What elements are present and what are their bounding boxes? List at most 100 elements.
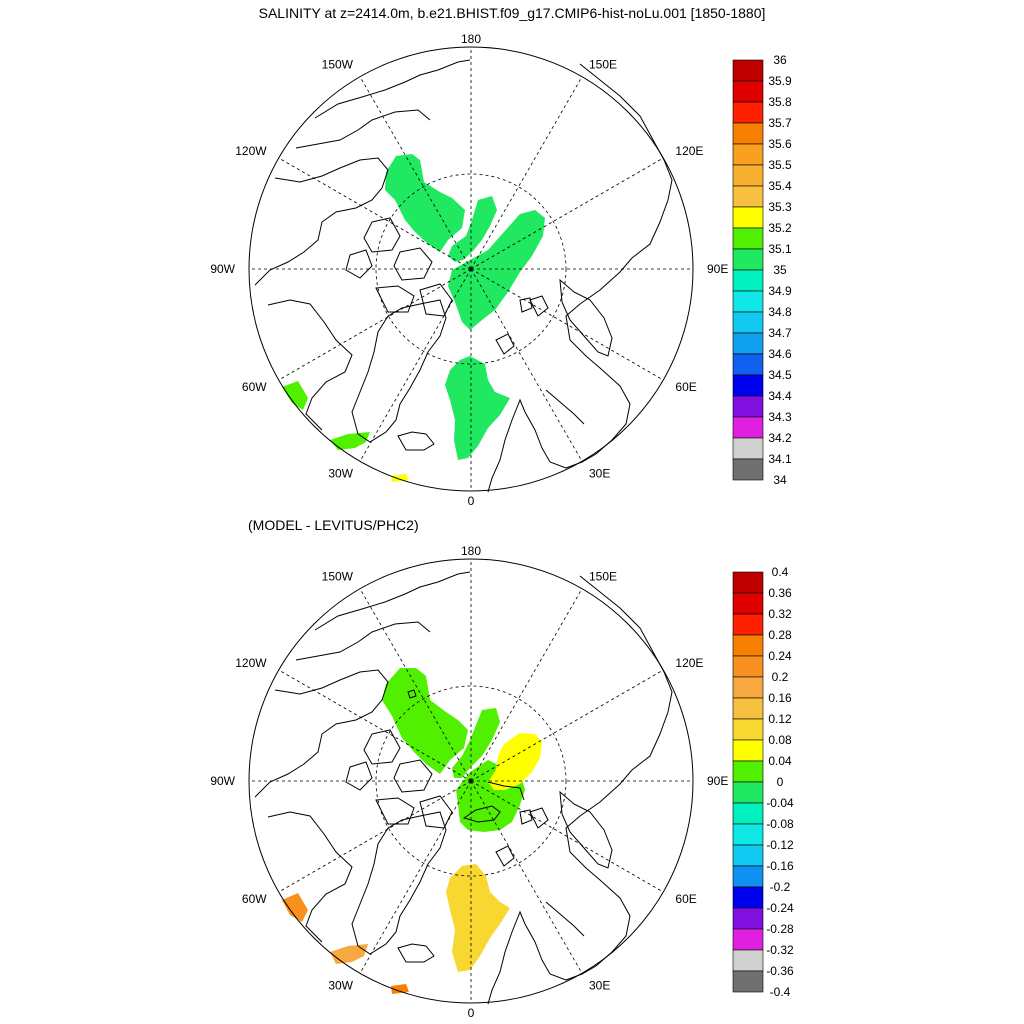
colorbar-tick-label: -0.08 bbox=[766, 817, 794, 831]
colorbar-tick-label: -0.36 bbox=[766, 964, 794, 978]
colorbar-tick-label: 0.04 bbox=[768, 754, 792, 768]
colorbar-swatch bbox=[732, 353, 764, 376]
colorbar-tick-label: 0.16 bbox=[768, 691, 792, 705]
longitude-label: 0 bbox=[468, 1006, 475, 1020]
map-frame bbox=[248, 558, 694, 1004]
colorbar-swatch bbox=[732, 844, 764, 867]
meridian-line bbox=[278, 157, 472, 270]
colorbar-swatch bbox=[732, 227, 764, 250]
colorbar-swatch bbox=[732, 332, 764, 355]
colorbar-swatch bbox=[732, 59, 764, 82]
colorbar-tick-label: 0.28 bbox=[768, 628, 792, 642]
colorbar-swatch bbox=[732, 101, 764, 124]
north-america-coastline bbox=[254, 571, 471, 943]
longitude-label: 120E bbox=[675, 656, 703, 670]
colorbar-tick-label: 34.4 bbox=[768, 389, 792, 403]
north-america-coastline bbox=[254, 59, 471, 431]
colorbar-tick-label: -0.24 bbox=[766, 901, 794, 915]
meridian-line bbox=[470, 780, 664, 893]
norwegian-south-region bbox=[391, 474, 409, 482]
difference-map-panel: (MODEL - LEVITUS/PHC2) bbox=[210, 517, 794, 1020]
meridian-line bbox=[470, 669, 664, 782]
colorbar-swatch bbox=[732, 760, 764, 783]
longitude-label: 90E bbox=[707, 262, 728, 276]
greenland-coastline bbox=[351, 299, 447, 443]
colorbar-tick-label: 35.9 bbox=[768, 74, 792, 88]
colorbar-tick-label: -0.32 bbox=[766, 943, 794, 957]
longitude-label: 150E bbox=[589, 570, 617, 584]
colorbar-swatch bbox=[732, 676, 764, 699]
colorbar-tick-label: 35.2 bbox=[768, 221, 792, 235]
map-frame bbox=[248, 46, 694, 492]
colorbar-tick-label: 0.08 bbox=[768, 733, 792, 747]
figure-title: SALINITY at z=2414.0m, b.e21.BHIST.f09_g… bbox=[259, 5, 766, 21]
colorbar-swatch bbox=[732, 164, 764, 187]
colorbar-swatch bbox=[732, 374, 764, 397]
meridian-lines bbox=[249, 559, 693, 1003]
colorbar-tick-label: 0.4 bbox=[772, 565, 789, 579]
meridian-line bbox=[470, 268, 664, 381]
colorbar-swatch bbox=[732, 928, 764, 951]
longitude-label: 30E bbox=[589, 978, 610, 992]
colorbar-swatch bbox=[732, 886, 764, 909]
irminger-region bbox=[330, 432, 370, 450]
labrador-region bbox=[282, 381, 308, 410]
colorbar-swatch bbox=[732, 143, 764, 166]
colorbar-tick-label: 34 bbox=[773, 473, 787, 487]
colorbar-swatch bbox=[732, 80, 764, 103]
colorbar-tick-label: 34.6 bbox=[768, 347, 792, 361]
colorbar-tick-label: 35.3 bbox=[768, 200, 792, 214]
longitude-label: 60W bbox=[242, 380, 267, 394]
colorbar-swatch bbox=[732, 437, 764, 460]
longitude-label: 180 bbox=[461, 544, 481, 558]
colorbar-tick-label: -0.04 bbox=[766, 796, 794, 810]
meridian-line bbox=[470, 588, 583, 782]
filled-regions bbox=[282, 154, 545, 482]
colorbar-tick-label: 34.3 bbox=[768, 410, 792, 424]
colorbar-swatch bbox=[732, 592, 764, 615]
longitude-label: 60E bbox=[675, 380, 696, 394]
lomonosov-region bbox=[448, 196, 497, 262]
colorbar-swatch bbox=[732, 907, 764, 930]
colorbar-swatch bbox=[732, 311, 764, 334]
colorbar-tick-label: 34.5 bbox=[768, 368, 792, 382]
labrador-region bbox=[282, 893, 308, 922]
colorbar-tick-label: 35.1 bbox=[768, 242, 792, 256]
norwegian-south-region bbox=[391, 984, 409, 994]
colorbar-swatch bbox=[732, 613, 764, 636]
colorbar-swatch bbox=[732, 865, 764, 888]
colorbar-swatch bbox=[732, 970, 764, 993]
colorbar-tick-label: 35 bbox=[773, 263, 787, 277]
longitude-label: 60E bbox=[675, 892, 696, 906]
meridian-line bbox=[470, 268, 583, 462]
colorbar-swatch bbox=[732, 458, 764, 481]
colorbar-tick-label: 34.7 bbox=[768, 326, 792, 340]
longitude-label: 30E bbox=[589, 466, 610, 480]
longitude-label: 180 bbox=[461, 32, 481, 46]
longitude-label: 150E bbox=[589, 58, 617, 72]
colorbar-swatch bbox=[732, 739, 764, 762]
longitude-label: 120E bbox=[675, 144, 703, 158]
longitude-label: 120W bbox=[235, 144, 267, 158]
meridian-line bbox=[470, 780, 583, 974]
greenland-sea-region bbox=[446, 864, 510, 972]
colorbar-tick-label: -0.2 bbox=[770, 880, 791, 894]
meridian-line bbox=[359, 588, 472, 782]
iceland-coastline bbox=[397, 943, 435, 963]
colorbar-tick-label: 34.9 bbox=[768, 284, 792, 298]
colorbar-swatch bbox=[732, 718, 764, 741]
eurasian-basin-region bbox=[448, 210, 545, 330]
colorbar-swatch bbox=[732, 634, 764, 657]
colorbar-tick-label: 0.24 bbox=[768, 649, 792, 663]
longitude-label: 90W bbox=[210, 774, 235, 788]
colorbar-swatch bbox=[732, 823, 764, 846]
colorbar-swatch bbox=[732, 802, 764, 825]
coastlines bbox=[254, 571, 673, 1005]
eurasian-basin-yellow-region bbox=[488, 733, 542, 790]
longitude-label: 150W bbox=[322, 570, 354, 584]
canadian-archipelago-coastline bbox=[345, 729, 453, 829]
longitude-label: 60W bbox=[242, 892, 267, 906]
meridian-line bbox=[359, 780, 472, 974]
colorbar-tick-label: 35.6 bbox=[768, 137, 792, 151]
filled-regions bbox=[282, 668, 542, 994]
